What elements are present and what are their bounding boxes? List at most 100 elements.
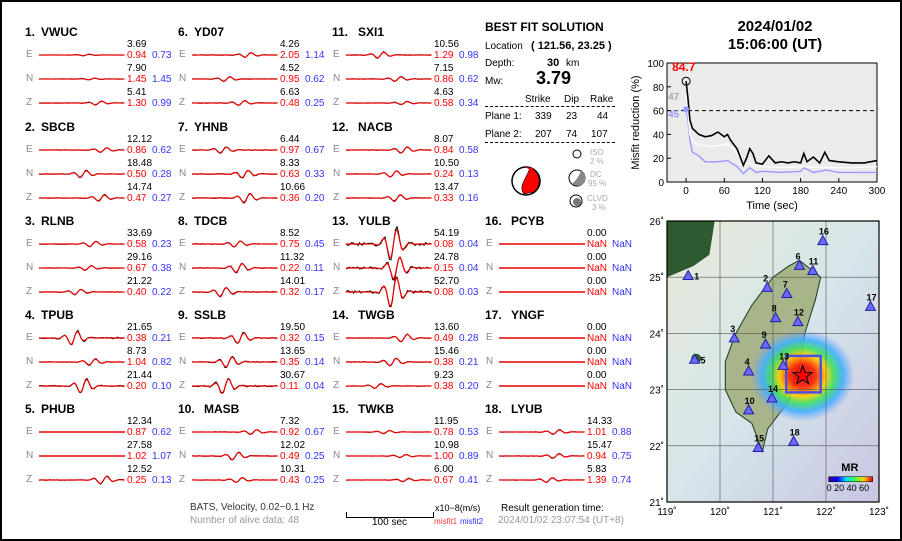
station-title: 5. (25, 402, 36, 416)
waveform-trace (192, 377, 278, 395)
station-title: 1. (25, 25, 36, 39)
misfit1-value: 0.35 (280, 357, 300, 368)
lat-tick-label: 26˚ (650, 216, 664, 228)
component-label: Z (179, 192, 186, 203)
plane1-dip: 23 (566, 111, 578, 122)
station-name: TPUB (41, 308, 74, 322)
generation-time: 2024/01/02 23:07:54 (UT+8) (498, 515, 624, 526)
plane2-label: Plane 2: (485, 129, 522, 140)
plane2-dip: 74 (566, 129, 578, 140)
component-label: E (26, 238, 33, 249)
synthetic-waveform (346, 170, 432, 178)
y-tick-label: 20 (653, 154, 665, 165)
x-axis-label: Time (sec) (746, 200, 798, 212)
station-marker (864, 300, 877, 311)
amplitude: 15.46 (434, 346, 460, 357)
x-tick-label: 300 (869, 186, 886, 197)
lon-tick-label: 123˚ (869, 506, 889, 518)
station-number: 9 (762, 330, 767, 340)
component-label: Z (26, 474, 33, 485)
amplitude: 10.98 (434, 440, 460, 451)
misfit1-value: 1.45 (127, 74, 147, 85)
station-title: 12. (332, 120, 349, 134)
component-label: E (333, 238, 340, 249)
y-tick-label: 40 (653, 130, 665, 141)
station-number: 3 (730, 324, 735, 334)
amplitude: 8.73 (127, 346, 147, 357)
misfit-reduction-chart: 0 60 120 180 240 300 0 20 40 60 80 100 84.7 47 45 Time … (630, 59, 886, 212)
waveform-trace (346, 146, 432, 154)
misfit1-value: 0.47 (127, 193, 147, 204)
plane1-strike: 339 (535, 111, 552, 122)
waveform-trace (499, 429, 585, 436)
misfit1-value: 0.11 (280, 381, 299, 392)
waveform-trace (39, 240, 125, 248)
amplitude: 5.41 (127, 87, 147, 98)
units-label: x10−8(m/s) (435, 503, 481, 513)
component-label: N (26, 450, 34, 461)
amplitude: 5.83 (587, 464, 607, 475)
waveform-trace (192, 429, 278, 435)
station-title: 8. (178, 214, 189, 228)
synthetic-waveform (192, 100, 278, 106)
component-label: E (179, 426, 186, 437)
component-label: Z (179, 286, 186, 297)
misfit1-value: 0.58 (127, 239, 147, 250)
component-label: N (179, 356, 187, 367)
table-divider (485, 106, 615, 107)
misfit2-value: 0.21 (152, 333, 172, 344)
station-marker (688, 353, 701, 364)
amplitude: 21.44 (127, 370, 153, 381)
misfit1-value: 0.08 (434, 239, 454, 250)
generation-time-label: Result generation time: (501, 503, 604, 514)
station-marker (777, 359, 789, 370)
station-name: LYUB (511, 402, 543, 416)
misfit1-value: 0.97 (280, 145, 300, 156)
misfit2-value: NaN (612, 333, 633, 344)
misfit1-value: NaN (587, 263, 608, 274)
misfit1-value: 0.22 (280, 263, 300, 274)
misfit2-value: 0.25 (305, 451, 325, 462)
misfit2-value: 0.74 (612, 475, 632, 486)
station-title: 14. (332, 308, 349, 322)
misfit2-value: 0.03 (459, 287, 479, 298)
waveform-trace (39, 288, 125, 296)
amplitude: 13.47 (434, 182, 460, 193)
alive-data-count: Number of alive data: 48 (190, 515, 299, 526)
misfit2-value: 0.10 (152, 381, 172, 392)
component-label: Z (333, 97, 340, 108)
amplitude: 3.69 (127, 39, 147, 50)
misfit1-value: 0.50 (127, 169, 147, 180)
waveform-trace (499, 243, 585, 245)
misfit2-value: 0.34 (459, 98, 479, 109)
station-name: RLNB (41, 214, 75, 228)
misfit1-value: 0.38 (434, 381, 454, 392)
iso-label: ISO (590, 148, 604, 157)
amplitude: 14.74 (127, 182, 153, 193)
waveform-trace (39, 455, 125, 457)
synthetic-waveform (39, 378, 125, 393)
synthetic-waveform (346, 358, 432, 367)
x-tick-label: 240 (830, 186, 847, 197)
lat-tick-label: 23˚ (650, 385, 664, 397)
waveform-trace (39, 77, 125, 81)
synthetic-waveform (346, 429, 432, 435)
station-name: VWUC (41, 25, 78, 39)
waveform-trace (192, 240, 278, 248)
component-label: Z (333, 380, 340, 391)
station-number: 17 (867, 292, 877, 302)
waveform-trace (499, 452, 585, 459)
component-label: N (179, 168, 187, 179)
event-time: 15:06:00 (UT) (727, 36, 823, 53)
component-label: E (333, 332, 340, 343)
solution-title: BEST FIT SOLUTION (485, 20, 604, 34)
amplitude: 13.60 (434, 322, 460, 333)
component-label: N (179, 73, 187, 84)
misfit1-value: 0.38 (434, 357, 454, 368)
station-name: SSLB (194, 308, 227, 322)
waveform-trace (39, 169, 125, 179)
amplitude: 33.69 (127, 228, 153, 239)
lat-tick-label: 21˚ (650, 497, 664, 509)
amplitude: 7.15 (434, 63, 454, 74)
misfit2-value: 0.62 (305, 74, 325, 85)
